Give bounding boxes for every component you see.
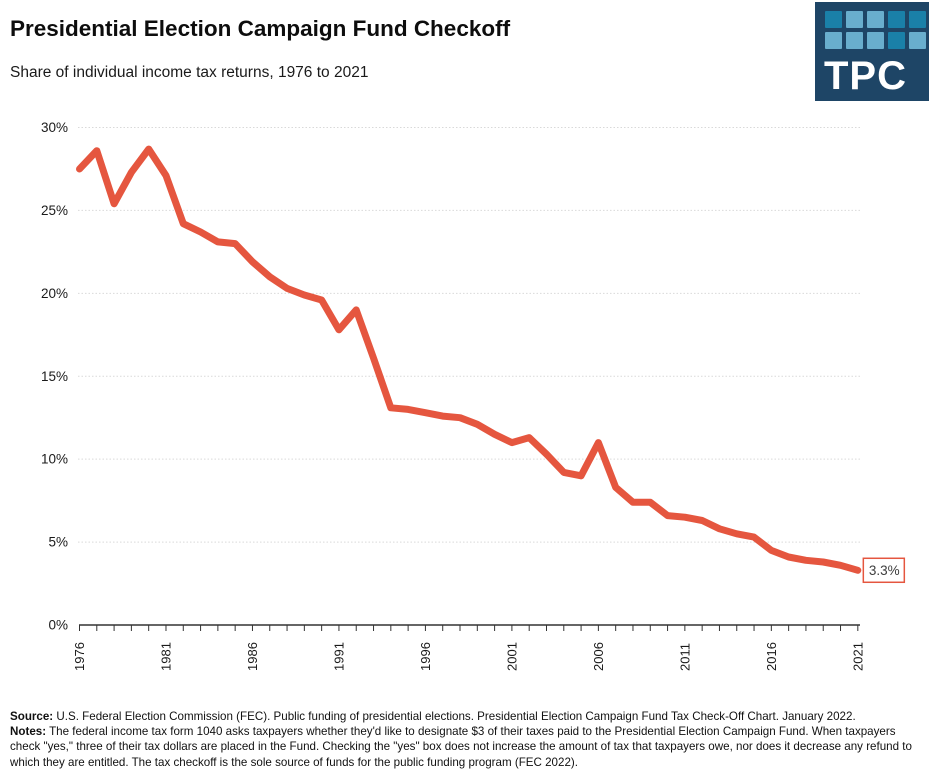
notes-text: The federal income tax form 1040 asks ta… [10, 725, 912, 769]
logo-square [825, 11, 842, 28]
y-axis-label: 10% [41, 452, 68, 467]
x-axis-year-label: 1991 [331, 642, 346, 671]
tpc-logo: TPC [815, 2, 929, 101]
end-value-label-box [862, 557, 906, 584]
y-axis-label: 0% [48, 618, 68, 633]
source-label: Source: [10, 710, 54, 723]
source-line: Source: U.S. Federal Election Commission… [10, 709, 922, 724]
y-axis-label: 25% [41, 203, 68, 218]
notes-line: Notes: The federal income tax form 1040 … [10, 724, 922, 770]
tpc-logo-text: TPC [824, 54, 907, 98]
footer-notes: Source: U.S. Federal Election Commission… [10, 709, 922, 770]
y-axis-label: 5% [48, 535, 68, 550]
y-axis-label: 30% [41, 120, 68, 135]
chart-subtitle: Share of individual income tax returns, … [10, 64, 369, 81]
logo-square [846, 11, 863, 28]
chart-title: Presidential Election Campaign Fund Chec… [10, 16, 511, 41]
logo-square [888, 11, 905, 28]
x-axis-year-label: 2011 [677, 643, 692, 671]
x-axis-year-label: 2021 [850, 642, 865, 671]
y-axis-label: 15% [41, 369, 68, 384]
logo-square [909, 32, 926, 49]
logo-square [846, 32, 863, 49]
x-axis-year-label: 1986 [245, 642, 260, 671]
x-axis-year-label: 1996 [418, 642, 433, 671]
x-axis-year-label: 1981 [158, 642, 173, 671]
x-axis-year-label: 2016 [764, 642, 779, 671]
tpc-logo-grid [825, 11, 926, 49]
line-chart: 0% 5% 10% 15% 20% 25% 30% 1976 1981 1986 1991 1996 2… [41, 120, 906, 671]
x-axis-year-label: 2001 [504, 642, 519, 671]
end-value-label: 3.3% [869, 563, 900, 578]
x-axis-year-label: 1976 [72, 642, 87, 671]
y-axis-label: 20% [41, 286, 68, 301]
source-text: U.S. Federal Election Commission (FEC). … [53, 710, 856, 723]
logo-square [825, 32, 842, 49]
logo-square [867, 11, 884, 28]
logo-square [867, 32, 884, 49]
trend-line [76, 145, 862, 574]
x-axis-year-label: 2006 [591, 642, 606, 671]
notes-label: Notes: [10, 725, 47, 739]
logo-square [888, 32, 905, 49]
logo-square [909, 11, 926, 28]
